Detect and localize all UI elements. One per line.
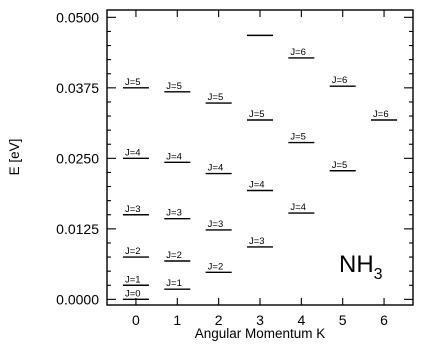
x-axis: 0 1 2 3 4 5 6 xyxy=(132,10,388,328)
energy-level-label: J=5 xyxy=(332,160,348,171)
energy-level-label: J=5 xyxy=(125,77,141,88)
molecule-annotation: NH3 xyxy=(339,251,383,283)
energy-level-label: J=1 xyxy=(125,274,141,285)
energy-level-label: J=1 xyxy=(166,278,182,289)
energy-level-label: J=5 xyxy=(290,132,306,143)
energy-level-label: J=4 xyxy=(125,147,141,158)
energy-level-label: J=3 xyxy=(125,204,141,215)
molecule-annotation-subscript: 3 xyxy=(374,266,383,283)
y-axis-title: E [eV] xyxy=(7,139,22,176)
x-tick-label: 2 xyxy=(215,312,223,328)
energy-level-label: J=3 xyxy=(208,219,224,230)
y-tick-label: 0.0125 xyxy=(56,221,99,237)
x-tick-label: 3 xyxy=(256,312,264,328)
y-tick-label: 0.0375 xyxy=(56,80,99,96)
energy-level-label: J=6 xyxy=(373,109,389,120)
energy-level-label: J=5 xyxy=(249,109,265,120)
x-tick-label: 1 xyxy=(173,312,181,328)
energy-level-label: J=2 xyxy=(125,246,141,257)
energy-level-label: J=0 xyxy=(125,288,141,299)
energy-level-label: J=2 xyxy=(208,261,224,272)
x-tick-label: 6 xyxy=(380,312,388,328)
x-tick-label: 0 xyxy=(132,312,140,328)
energy-level-label: J=2 xyxy=(166,250,182,261)
energy-level-label: J=4 xyxy=(290,202,306,213)
energy-level-label: J=5 xyxy=(208,92,224,103)
x-axis-title: Angular Momentum K xyxy=(195,326,326,341)
energy-levels: J=0 J=1 J=2 J=3 J=4 J=5 J=1 J=2 J=3 J=4 J=5 J=2 J=3 J… xyxy=(122,34,398,301)
energy-level-label: J=4 xyxy=(166,151,182,162)
molecule-annotation-base: NH xyxy=(339,251,374,278)
energy-level-label: J=3 xyxy=(249,236,265,247)
energy-level-label: J=3 xyxy=(166,208,182,219)
energy-level-label: J=5 xyxy=(166,81,182,92)
x-tick-label: 5 xyxy=(339,312,347,328)
y-tick-label: 0.0250 xyxy=(56,150,99,166)
energy-level-label: J=6 xyxy=(290,47,306,58)
energy-level-label: J=4 xyxy=(249,179,265,190)
x-tick-label: 4 xyxy=(297,312,305,328)
y-tick-label: 0.0000 xyxy=(56,291,99,307)
energy-level-label: J=4 xyxy=(208,163,224,174)
y-axis: 0.0000 0.0125 0.0250 0.0375 0.0500 xyxy=(56,9,413,307)
energy-level-label: J=6 xyxy=(332,75,348,86)
y-tick-label: 0.0500 xyxy=(56,9,99,25)
